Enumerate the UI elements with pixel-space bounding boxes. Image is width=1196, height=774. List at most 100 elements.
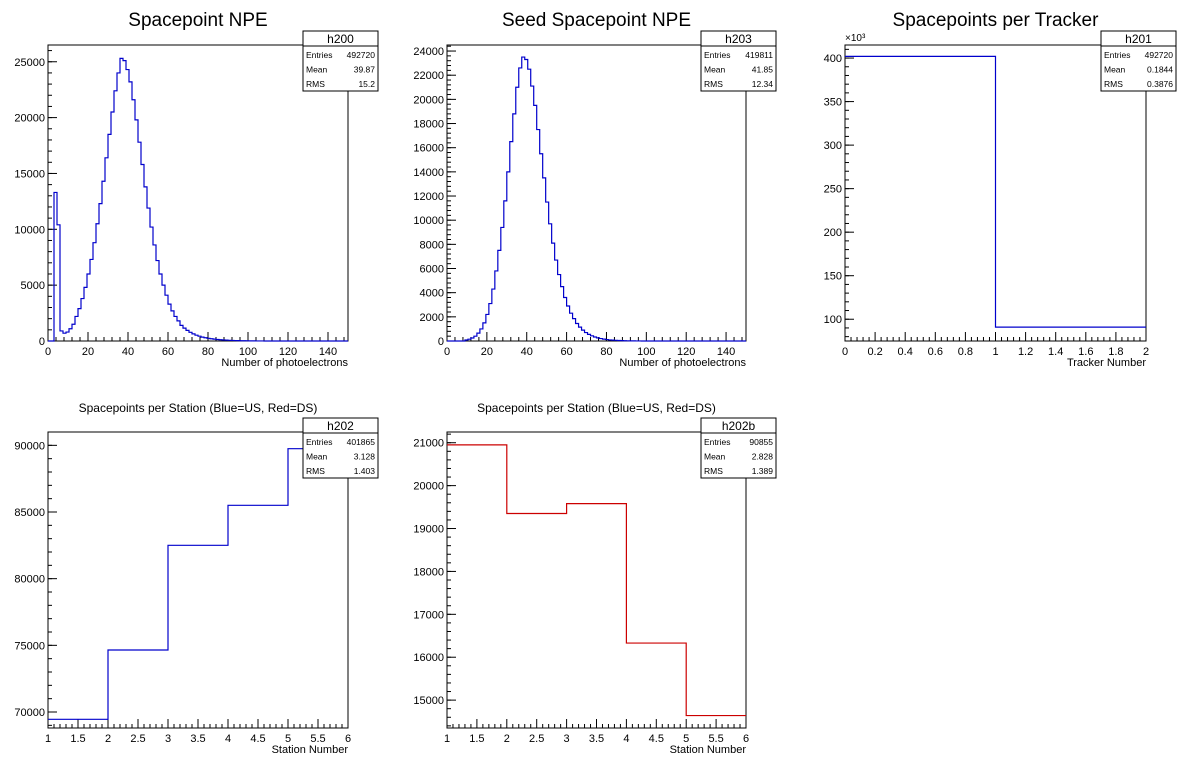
histogram-bin xyxy=(567,306,570,341)
histogram-bin xyxy=(93,243,96,341)
histogram-bin xyxy=(552,243,555,341)
x-tick-label: 80 xyxy=(202,346,214,358)
histogram-bin xyxy=(90,259,93,341)
histogram-h203: Seed Spacepoint NPE 0 20 40 60 80 100 120 140 0 20… xyxy=(413,10,777,369)
y-tick-label: 15000 xyxy=(14,168,45,180)
x-tick-label: 2 xyxy=(105,733,111,745)
histogram-bin xyxy=(162,285,165,341)
x-tick-label: 5 xyxy=(285,733,291,745)
histogram-bin xyxy=(447,445,507,728)
histogram-h202b: Spacepoints per Station (Blue=US, Red=DS… xyxy=(413,401,777,756)
histogram-bin xyxy=(288,449,348,728)
y-tick-label: 150 xyxy=(824,271,842,283)
histogram-bin xyxy=(996,327,1147,341)
stats-label-rms: RMS xyxy=(306,466,325,476)
histogram-bin xyxy=(519,68,522,341)
stats-value-rms: 1.403 xyxy=(354,466,376,476)
histogram-bin xyxy=(141,165,144,341)
stats-label-mean: Mean xyxy=(306,65,328,75)
stats-box-name: h202b xyxy=(722,419,756,433)
histogram-bin xyxy=(480,329,483,341)
x-tick-label: 100 xyxy=(239,346,257,358)
histogram-bin xyxy=(534,105,537,341)
plot-frame xyxy=(446,44,747,342)
histogram-bin xyxy=(54,192,57,341)
x-tick-label: 3 xyxy=(564,733,570,745)
x-tick-label: 1 xyxy=(45,733,51,745)
x-tick-label: 1 xyxy=(444,733,450,745)
stats-box: h203 Entries 419811 Mean 41.85 RMS 12.34 xyxy=(700,30,777,92)
x-tick-label: 0.4 xyxy=(898,346,913,358)
histogram-bin xyxy=(465,340,468,341)
histogram-bin xyxy=(585,333,588,341)
y-tick-label: 19000 xyxy=(413,524,444,536)
x-axis-title: Station Number xyxy=(670,744,747,756)
y-tick-label: 100 xyxy=(824,314,842,326)
plot-frame xyxy=(47,44,349,342)
histogram-bin xyxy=(222,340,225,341)
chart-title: Spacepoints per Station (Blue=US, Red=DS… xyxy=(477,401,716,415)
histogram-bin xyxy=(108,134,111,341)
x-tick-label: 140 xyxy=(319,346,337,358)
histogram-bin xyxy=(228,505,288,728)
histogram-outline xyxy=(447,444,746,717)
histogram-bin xyxy=(177,321,180,341)
stats-box-name: h201 xyxy=(1125,32,1152,46)
histogram-outline xyxy=(845,55,1146,328)
x-tick-label: 6 xyxy=(743,733,749,745)
stats-box: h201 Entries 492720 Mean 0.1844 RMS 0.3876 xyxy=(1100,30,1177,92)
x-tick-label: 120 xyxy=(279,346,297,358)
x-tick-label: 4.5 xyxy=(649,733,664,745)
histogram-bin xyxy=(60,331,63,341)
stats-label-rms: RMS xyxy=(704,466,723,476)
stats-label-entries: Entries xyxy=(704,50,730,60)
histogram-h200: Spacepoint NPE 0 20 40 60 80 100 120 140 0 5000 100… xyxy=(14,10,379,369)
y-tick-label: 18000 xyxy=(413,119,444,131)
histogram-bin xyxy=(483,323,486,341)
x-tick-label: 40 xyxy=(521,346,533,358)
histogram-bin xyxy=(120,58,123,341)
histogram-bin xyxy=(183,328,186,341)
y-tick-label: 75000 xyxy=(14,640,45,652)
histogram-bin xyxy=(171,311,174,341)
stats-value-rms: 15.2 xyxy=(358,79,375,89)
x-tick-label: 2 xyxy=(504,733,510,745)
y-tick-label: 85000 xyxy=(14,507,45,519)
x-tick-label: 2 xyxy=(1143,346,1149,358)
stats-box-frame xyxy=(1100,30,1177,92)
histogram-bin xyxy=(561,287,564,341)
y-tick-label: 25000 xyxy=(14,57,45,69)
x-tick-label: 1.8 xyxy=(1108,346,1123,358)
histogram-bin xyxy=(147,208,150,341)
histogram-bin xyxy=(558,275,561,341)
histogram-h202: Spacepoints per Station (Blue=US, Red=DS… xyxy=(14,401,379,756)
histogram-bin xyxy=(114,91,117,341)
x-tick-label: 2.5 xyxy=(529,733,544,745)
histogram-bin xyxy=(845,56,996,341)
stats-value-entries: 90855 xyxy=(749,437,773,447)
histogram-bin xyxy=(63,333,66,341)
y-tick-label: 0 xyxy=(438,336,444,348)
y-tick-label: 2000 xyxy=(420,312,444,324)
stats-label-entries: Entries xyxy=(306,437,332,447)
stats-label-rms: RMS xyxy=(306,79,325,89)
histogram-bin xyxy=(570,313,573,341)
x-tick-label: 0.8 xyxy=(958,346,973,358)
histogram-bin xyxy=(117,73,120,341)
y-tick-label: 18000 xyxy=(413,566,444,578)
x-tick-label: 0 xyxy=(45,346,51,358)
stats-box: h202b Entries 90855 Mean 2.828 RMS 1.389 xyxy=(700,417,777,479)
stats-label-entries: Entries xyxy=(1104,50,1130,60)
x-tick-label: 0.6 xyxy=(928,346,943,358)
histogram-bin xyxy=(582,330,585,341)
histogram-bin xyxy=(174,316,177,341)
histogram-bin xyxy=(192,334,195,341)
histogram-bin xyxy=(489,304,492,341)
histogram-bin xyxy=(87,274,90,341)
histogram-bin xyxy=(165,295,168,341)
histogram-bin xyxy=(522,57,525,341)
histogram-bin xyxy=(516,87,519,341)
x-tick-label: 5.5 xyxy=(310,733,325,745)
y-tick-label: 350 xyxy=(824,97,842,109)
x-tick-label: 60 xyxy=(162,346,174,358)
